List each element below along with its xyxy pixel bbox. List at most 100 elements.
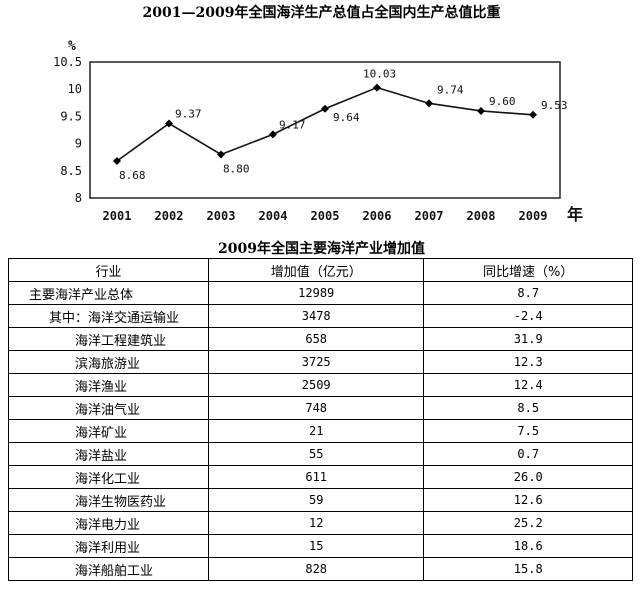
x-tick-label: 2003: [207, 209, 236, 223]
cell-value: 658: [207, 327, 425, 351]
chart-title: 2001—2009年全国海洋生产总值占全国内生产总值比重: [142, 5, 501, 21]
y-tick-label: 9.5: [60, 109, 82, 123]
data-label: 10.03: [363, 68, 396, 81]
data-label: 9.64: [333, 111, 360, 124]
cell-growth: 8.7: [423, 281, 633, 305]
table-row: 主要海洋产业总体 12989 8.7: [8, 281, 633, 305]
data-point: [217, 150, 225, 159]
cell-industry: 海洋船舶工业: [8, 557, 209, 581]
cell-industry: 海洋生物医药业: [8, 488, 209, 512]
data-point: [373, 83, 381, 92]
cell-value: 828: [207, 557, 425, 581]
x-tick-label: 2005: [311, 209, 340, 223]
cell-value: 12989: [207, 281, 425, 305]
cell-industry: 海洋盐业: [8, 442, 209, 466]
cell-value: 21: [207, 419, 425, 443]
cell-growth: 0.7: [423, 442, 633, 466]
cell-growth: 12.3: [423, 350, 633, 374]
table-row: 海洋生物医药业 59 12.6: [8, 488, 633, 512]
data-label: 8.68: [119, 169, 146, 182]
cell-industry: 海洋渔业: [8, 373, 209, 397]
data-point: [113, 157, 121, 166]
data-labels: 8.68 9.37 8.80 9.17 9.64 10.03 9.74 9.60 9.53: [119, 68, 568, 182]
header-value: 增加值（亿元）: [207, 258, 425, 282]
x-tick-label: 2006: [363, 209, 392, 223]
table-row: 海洋盐业 55 0.7: [8, 442, 633, 466]
y-tick-label: 8: [75, 191, 82, 205]
cell-industry: 海洋电力业: [8, 511, 209, 535]
table-row: 海洋利用业 15 18.6: [8, 534, 633, 558]
x-tick-label: 2004: [259, 209, 288, 223]
data-label: 9.53: [541, 99, 568, 112]
table-row: 海洋电力业 12 25.2: [8, 511, 633, 535]
data-label: 8.80: [223, 162, 250, 175]
cell-growth: 18.6: [423, 534, 633, 558]
industry-table: 行业 增加值（亿元） 同比增速（%） 主要海洋产业总体 12989 8.7 其中：海洋…: [8, 258, 633, 581]
series-polyline: [116, 86, 534, 162]
x-tick-label: 2001: [103, 209, 132, 223]
cell-industry: 海洋油气业: [8, 396, 209, 420]
cell-industry: 海洋工程建筑业: [8, 327, 209, 351]
y-axis-unit: %: [68, 39, 76, 54]
cell-growth: 12.4: [423, 373, 633, 397]
cell-growth: 15.8: [423, 557, 633, 581]
cell-value: 3478: [207, 304, 425, 328]
table-row: 滨海旅游业 3725 12.3: [8, 350, 633, 374]
table-title: 2009年全国主要海洋产业增加值: [218, 241, 425, 257]
table-row: 海洋渔业 2509 12.4: [8, 373, 633, 397]
cell-growth: 31.9: [423, 327, 633, 351]
data-point: [165, 119, 173, 128]
cell-value: 748: [207, 396, 425, 420]
cell-value: 15: [207, 534, 425, 558]
cell-value: 59: [207, 488, 425, 512]
cell-industry: 海洋利用业: [8, 534, 209, 558]
cell-growth: 8.5: [423, 396, 633, 420]
table-header-row: 行业 增加值（亿元） 同比增速（%）: [8, 258, 633, 282]
data-point: [477, 106, 485, 115]
x-axis-unit: 年: [567, 205, 583, 224]
data-point: [529, 110, 537, 119]
data-label: 9.60: [489, 95, 516, 108]
data-point: [269, 130, 277, 139]
cell-value: 12: [207, 511, 425, 535]
table-row: 海洋船舶工业 828 15.8: [8, 557, 633, 581]
data-points: [113, 83, 537, 166]
cell-industry: 海洋化工业: [8, 465, 209, 489]
cell-industry: 滨海旅游业: [8, 350, 209, 374]
header-industry: 行业: [8, 258, 209, 282]
x-tick-labels: 2001 2002 2003 2004 2005 2006 2007 2008 2009: [103, 209, 548, 223]
cell-value: 55: [207, 442, 425, 466]
series-line: [116, 86, 534, 162]
y-tick-label: 8.5: [60, 164, 82, 178]
table-row: 海洋化工业 611 26.0: [8, 465, 633, 489]
data-label: 9.37: [175, 107, 202, 120]
x-tick-label: 2007: [415, 209, 444, 223]
data-label: 9.17: [279, 118, 306, 131]
data-point: [321, 104, 329, 113]
cell-industry: 主要海洋产业总体: [8, 281, 209, 305]
table-row: 海洋工程建筑业 658 31.9: [8, 327, 633, 351]
cell-value: 3725: [207, 350, 425, 374]
cell-growth: 25.2: [423, 511, 633, 535]
x-tick-label: 2009: [519, 209, 548, 223]
x-tick-label: 2008: [467, 209, 496, 223]
plot-frame: [89, 61, 561, 199]
cell-growth: -2.4: [423, 304, 633, 328]
data-point: [425, 99, 433, 108]
x-tick-label: 2002: [155, 209, 184, 223]
cell-growth: 26.0: [423, 465, 633, 489]
data-label: 9.74: [437, 83, 464, 96]
table-row: 其中：海洋交通运输业 3478 -2.4: [8, 304, 633, 328]
cell-value: 2509: [207, 373, 425, 397]
y-tick-label: 10.5: [53, 55, 82, 69]
y-tick-labels: 8 8.5 9 9.5 10 10.5: [53, 55, 82, 205]
cell-industry: 其中：海洋交通运输业: [8, 304, 209, 328]
cell-industry: 海洋矿业: [8, 419, 209, 443]
y-tick-label: 9: [75, 137, 82, 151]
cell-growth: 7.5: [423, 419, 633, 443]
cell-growth: 12.6: [423, 488, 633, 512]
table-row: 海洋矿业 21 7.5: [8, 419, 633, 443]
header-growth: 同比增速（%）: [423, 258, 633, 282]
table-row: 海洋油气业 748 8.5: [8, 396, 633, 420]
y-tick-label: 10: [68, 82, 82, 96]
